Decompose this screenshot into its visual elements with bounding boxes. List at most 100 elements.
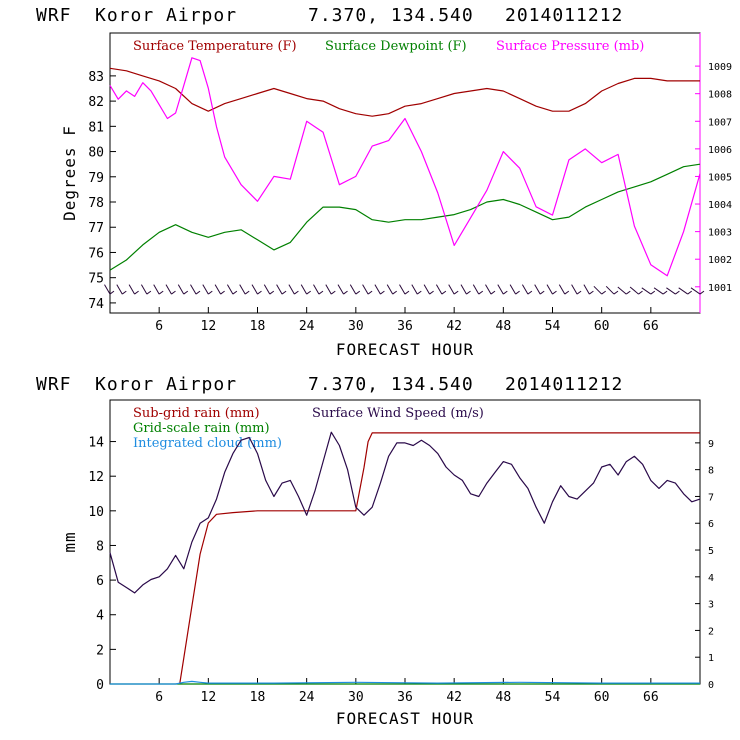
bot-y-tick-label: 0	[96, 678, 104, 693]
wind-barb	[497, 284, 504, 295]
wind-barb	[653, 287, 664, 295]
bottom-y-axis-label: mm	[60, 531, 79, 552]
bot-y-tick-label: 12	[88, 470, 104, 485]
wind-barb	[104, 284, 111, 295]
bot-y2-tick-label: 9	[708, 439, 714, 450]
wind-barb-flag	[392, 290, 397, 295]
wind-barb-flag	[564, 290, 570, 295]
bottom-x-ticks: 6 12 18 24 30 36 42 48 54 60 66	[155, 678, 659, 705]
wind-barb-flag	[453, 290, 459, 295]
wind-barb-flag	[576, 290, 582, 295]
bottom-title-model: WRF	[36, 374, 72, 395]
wind-barb	[214, 284, 222, 295]
wind-barb	[678, 287, 688, 295]
wind-barb	[202, 284, 209, 295]
bottom-series	[109, 431, 701, 685]
top-line-surface-temperature-f	[109, 67, 700, 117]
top-y2-tick-label: 1008	[708, 90, 732, 101]
bot-x-tick-label: 6	[155, 690, 163, 705]
top-title-init: 2014011212	[505, 5, 623, 26]
wind-barb-flag	[662, 290, 668, 295]
wind-barb	[128, 284, 136, 295]
top-x-tick-label: 30	[348, 319, 364, 334]
wind-barb	[583, 284, 590, 295]
bot-x-tick-label: 54	[545, 690, 561, 705]
top-plot-frame	[109, 32, 701, 314]
top-x-tick-label: 66	[643, 319, 659, 334]
top-x-axis-label: FORECAST HOUR	[336, 340, 474, 359]
top-chart: WRF Koror Airpor 7.370, 134.540 20140112…	[36, 5, 732, 359]
wind-barb-flag	[220, 290, 225, 295]
bot-y2-tick-label: 1	[708, 653, 714, 664]
bottom-x-axis-label: FORECAST HOUR	[336, 709, 474, 728]
wind-barb	[571, 284, 578, 295]
top-y-tick-label: 77	[88, 221, 104, 236]
wind-barb	[558, 284, 566, 295]
wind-barb-flag	[515, 290, 520, 295]
wind-barb-flag	[232, 290, 238, 295]
wind-barb	[116, 284, 123, 295]
wind-barb	[276, 284, 283, 295]
top-x-tick-label: 6	[155, 319, 163, 334]
wind-barb	[140, 284, 148, 295]
wind-barb	[177, 284, 185, 295]
wind-barb-flag	[195, 290, 201, 295]
top-y2-tick-label: 1007	[708, 117, 732, 128]
wind-barb-flag	[109, 290, 115, 295]
bot-x-tick-label: 42	[446, 690, 462, 705]
wind-barb-flag	[589, 290, 594, 295]
wind-barb-flag	[330, 290, 336, 295]
bottom-y-ticks: 0 2 4 6 8 10 12 14	[88, 436, 116, 693]
wind-barb	[435, 284, 443, 295]
wind-barb	[325, 284, 332, 295]
wind-barb	[617, 286, 627, 295]
wind-barb-flag	[355, 290, 361, 295]
bot-y-tick-label: 6	[96, 574, 104, 589]
wind-barb-flag	[416, 290, 422, 295]
top-y2-tick-label: 1003	[708, 228, 732, 239]
top-pressure-ticks: 1001 1002 1003 1004 1005 1006 1007 1008 1009	[695, 62, 732, 294]
wind-barb	[460, 284, 467, 295]
wind-barb	[411, 284, 418, 295]
wind-barb-flag	[625, 290, 631, 295]
top-y-tick-label: 78	[88, 196, 104, 211]
wind-barb-flag	[613, 290, 619, 295]
wind-barbs	[104, 284, 705, 295]
wind-barb-flag	[281, 290, 287, 295]
top-y-tick-label: 75	[88, 272, 104, 287]
bot-y2-tick-label: 5	[708, 546, 714, 557]
wind-barb	[226, 284, 234, 295]
bot-x-tick-label: 48	[496, 690, 512, 705]
bottom-wind-ticks: 0 1 2 3 4 5 6 7 8 9	[695, 439, 714, 691]
wind-barb	[239, 284, 246, 295]
top-line-surface-pressure-mb	[109, 57, 701, 277]
top-legend-dewpoint: Surface Dewpoint (F)	[325, 39, 467, 54]
wind-barb-flag	[134, 290, 139, 295]
bot-y-tick-label: 14	[88, 436, 104, 451]
wind-barb-flag	[675, 290, 680, 295]
wind-barb	[509, 284, 517, 295]
bot-x-tick-label: 66	[643, 690, 659, 705]
top-x-tick-label: 54	[545, 319, 561, 334]
bot-y-tick-label: 2	[96, 643, 104, 658]
wind-barb	[605, 285, 615, 295]
bottom-chart: WRF Koror Airpor 7.370, 134.540 20140112…	[36, 374, 714, 728]
bottom-title-coords: 7.370, 134.540	[308, 374, 474, 395]
wind-barb	[337, 284, 344, 295]
bot-y2-tick-label: 8	[708, 466, 714, 477]
bottom-legend-grid-rain: Grid-scale rain (mm)	[133, 421, 270, 436]
wind-barb-flag	[343, 290, 348, 295]
wind-barb	[485, 284, 492, 295]
top-y-tick-label: 81	[88, 120, 104, 135]
wind-barb-flag	[380, 290, 385, 295]
wind-barb-flag	[158, 290, 164, 295]
bot-y2-tick-label: 0	[708, 680, 714, 691]
wind-barb	[251, 284, 258, 295]
wind-barb-flag	[404, 290, 410, 295]
wind-barb	[399, 284, 406, 295]
top-series	[109, 57, 701, 277]
wind-barb	[423, 284, 431, 295]
top-y-tick-label: 82	[88, 95, 104, 110]
wind-barb	[313, 284, 320, 295]
